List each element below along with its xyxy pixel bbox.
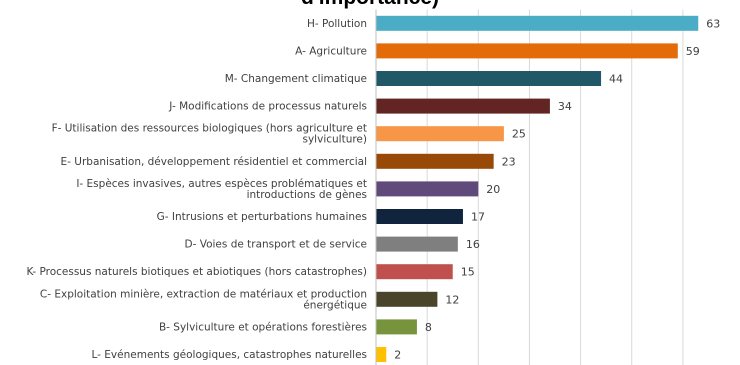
value-label-10: 12 <box>445 293 459 306</box>
value-label-7: 17 <box>471 211 485 224</box>
bar-0 <box>376 15 699 31</box>
bar-9 <box>376 264 453 280</box>
category-label-4: F- Utilisation des ressources biologique… <box>52 123 367 146</box>
bar-7 <box>376 209 463 224</box>
value-label-1: 59 <box>686 45 700 58</box>
category-label-7: G- Intrusions et perturbations humaines <box>157 211 367 223</box>
bars <box>376 15 699 362</box>
category-label-8: D- Voies de transport et de service <box>185 239 368 251</box>
value-label-6: 20 <box>486 183 500 196</box>
value-label-12: 2 <box>394 349 401 362</box>
category-label-10: C- Exploitation minière, extraction de m… <box>40 288 367 311</box>
bar-12 <box>376 347 387 362</box>
value-label-0: 63 <box>706 17 720 30</box>
bar-4 <box>376 126 504 142</box>
bar-3 <box>376 98 550 114</box>
value-label-11: 8 <box>425 321 432 334</box>
category-label-11: B- Sylviculture et opérations forestière… <box>159 321 367 333</box>
category-label-12: L- Evénements géologiques, catastrophes … <box>92 349 368 361</box>
value-label-8: 16 <box>466 238 480 251</box>
bar-1 <box>376 43 678 59</box>
value-label-4: 25 <box>512 128 526 141</box>
category-label-0: H- Pollution <box>307 18 367 30</box>
chart-title: d'importance) <box>301 0 439 9</box>
bar-5 <box>376 153 494 169</box>
category-label-5: E- Urbanisation, développement résidenti… <box>61 156 367 168</box>
value-label-3: 34 <box>558 100 572 113</box>
category-label-9: K- Processus naturels biotiques et abiot… <box>27 266 367 278</box>
value-label-2: 44 <box>609 73 623 86</box>
value-label-5: 23 <box>502 155 516 168</box>
bar-2 <box>376 71 602 86</box>
category-label-2: M- Changement climatique <box>225 73 367 85</box>
bar-6 <box>376 181 479 197</box>
category-label-3: J- Modifications de processus naturels <box>168 101 367 113</box>
bar-11 <box>376 319 417 335</box>
bar-8 <box>376 236 458 252</box>
category-labels: H- Pollution A- Agriculture M- Changement … <box>27 18 367 361</box>
category-label-6: I- Espèces invasives, autres espèces pro… <box>76 178 367 201</box>
value-labels: 63 59 44 34 25 23 20 17 16 15 12 8 2 <box>394 17 720 361</box>
gridlines <box>426 9 684 365</box>
value-label-9: 15 <box>461 266 475 279</box>
category-label-1: A- Agriculture <box>295 45 367 57</box>
bar-10 <box>376 291 438 307</box>
